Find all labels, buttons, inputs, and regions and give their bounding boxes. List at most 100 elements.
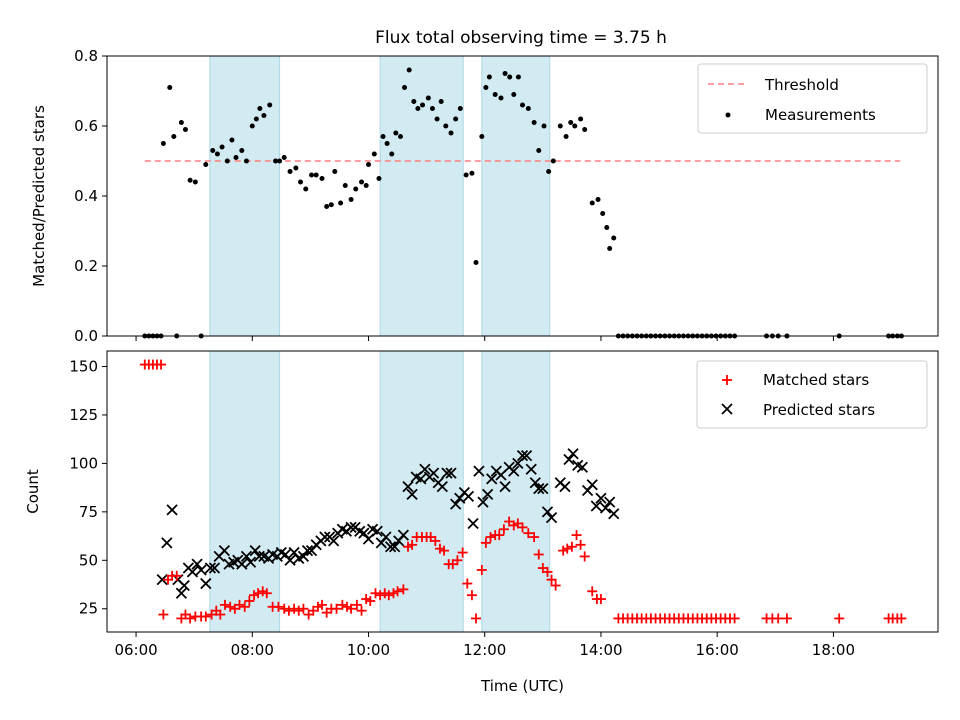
matched-stars-point (225, 601, 236, 612)
measurement-point (397, 134, 403, 139)
measurement-point (243, 158, 249, 164)
predicted-stars-point (427, 467, 440, 479)
top-y-axis-label: Matched/Predicted stars (30, 105, 48, 287)
matched-stars-point (523, 528, 534, 539)
measurement-point (203, 162, 209, 167)
matched-stars-point (480, 537, 491, 548)
predicted-stars-point (450, 498, 462, 510)
measurement-point (448, 130, 454, 136)
predicted-stars-point (445, 467, 457, 479)
measurement-point (578, 116, 584, 122)
matched-stars-point (575, 539, 586, 550)
measurement-point (338, 200, 344, 206)
measurement-point (607, 246, 613, 251)
measurement-point (479, 134, 485, 139)
matched-stars-point (293, 605, 304, 616)
matched-stars-point (587, 586, 598, 597)
y-tick-label: 0.6 (74, 117, 98, 135)
matched-stars-point (466, 590, 477, 601)
predicted-stars-point (218, 544, 231, 557)
predicted-stars-point (389, 541, 401, 553)
shaded-interval (209, 350, 281, 633)
matched-stars-point (279, 603, 290, 614)
predicted-stars-point (195, 564, 207, 576)
measurement-point (239, 148, 245, 153)
measurement-point (214, 151, 220, 157)
measurement-point (600, 211, 606, 216)
matched-stars-point (571, 530, 582, 541)
matched-stars-point (200, 611, 211, 622)
matched-stars-point (273, 601, 284, 612)
predicted-stars-point (397, 529, 410, 541)
predicted-stars-point (508, 465, 520, 477)
matched-stars-point (457, 547, 468, 558)
predicted-stars-point (406, 488, 418, 501)
matched-stars-point (351, 599, 362, 610)
predicted-stars-point (419, 463, 431, 475)
predicted-stars-point (473, 465, 485, 477)
matched-stars-point (219, 599, 230, 610)
predicted-stars-point (590, 500, 602, 512)
top-measurement-points (142, 67, 904, 339)
measurement-point (366, 162, 372, 167)
y-tick-label: 125 (69, 406, 98, 424)
measurement-point (568, 120, 574, 125)
predicted-stars-point (327, 535, 340, 547)
measurement-point (438, 99, 444, 104)
matched-stars-point (383, 590, 394, 601)
measurement-point (267, 102, 273, 108)
y-tick-label: 0.8 (74, 47, 98, 65)
predicted-stars-point (204, 562, 217, 574)
matched-stars-point (896, 613, 907, 624)
bottom-x-axis: 06:00 08:00 10:00 12:00 14:00 16:00 18:00 (114, 632, 855, 659)
predicted-stars-point (345, 521, 357, 533)
matched-stars-point (156, 359, 167, 370)
measurement-point (376, 176, 382, 181)
matched-stars-point (375, 590, 386, 601)
measurement-point (453, 116, 459, 122)
measurement-point (303, 186, 309, 192)
predicted-stars-point (240, 550, 253, 563)
measurement-point (420, 102, 426, 108)
predicted-stars-point (208, 562, 221, 574)
predicted-stars-point (301, 544, 314, 557)
matched-stars-point (317, 599, 328, 610)
predicted-stars-point (284, 554, 296, 566)
measurement-point (557, 123, 563, 129)
predicted-stars-point (576, 461, 588, 473)
x-tick-label: 18:00 (812, 641, 855, 659)
matched-stars-point (494, 530, 505, 541)
measurement-point (224, 158, 230, 164)
legend-predicted-label: Predicted stars (763, 401, 875, 419)
measurement-point (359, 179, 365, 185)
measurement-point (525, 106, 531, 111)
measurement-point (281, 155, 287, 160)
top-panel: 0.00.20.40.60.8 Matched/Predicted stars … (30, 47, 939, 345)
predicted-stars-point (178, 579, 190, 592)
matched-stars-point (407, 539, 418, 550)
measurement-point (363, 183, 369, 188)
x-tick-label: 10:00 (347, 641, 390, 659)
y-tick-label: 0.0 (74, 327, 98, 345)
measurement-point (589, 200, 595, 206)
x-axis-label: Time (UTC) (480, 677, 564, 695)
predicted-stars-point (595, 492, 607, 504)
measurement-point (463, 172, 469, 178)
matched-stars-point (356, 605, 367, 616)
matched-stars-point (542, 566, 553, 577)
matched-stars-point (595, 594, 606, 605)
matched-stars-point (430, 535, 441, 546)
measurement-point (287, 169, 293, 174)
bottom-legend-box (696, 360, 928, 429)
legend-x-marker (721, 403, 733, 415)
matched-stars-point (239, 601, 250, 612)
y-tick-label: 25 (79, 600, 98, 618)
measurement-point (515, 74, 521, 80)
predicted-stars-point (244, 556, 257, 568)
predicted-stars-point (441, 467, 453, 479)
predicted-stars-point (319, 531, 331, 543)
shaded-interval (379, 55, 464, 337)
predicted-stars-point (520, 450, 533, 462)
matched-stars-point (834, 613, 845, 624)
measurement-point (167, 85, 173, 90)
